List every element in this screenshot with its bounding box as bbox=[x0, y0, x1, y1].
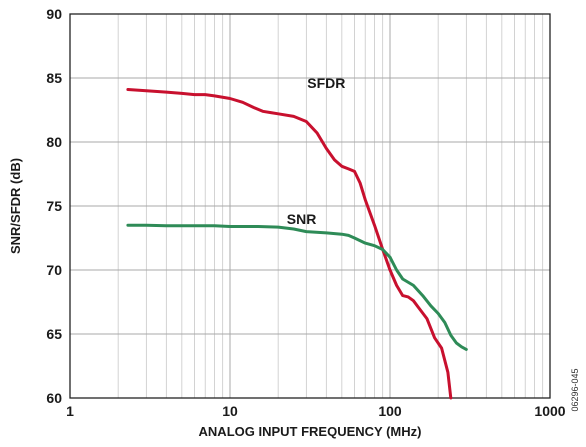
figure-id: 06296-045 bbox=[570, 368, 580, 411]
grid bbox=[69, 13, 551, 399]
x-tick-label: 10 bbox=[222, 403, 238, 419]
x-axis-label: ANALOG INPUT FREQUENCY (MHz) bbox=[199, 424, 422, 439]
annotation-layer: SFDR SNR bbox=[287, 75, 346, 227]
x-tick-label: 1000 bbox=[534, 403, 565, 419]
series-label-snr: SNR bbox=[287, 211, 317, 227]
y-axis: 60 65 70 75 80 85 90 bbox=[46, 6, 62, 406]
y-tick-label: 65 bbox=[46, 326, 62, 342]
y-axis-label: SNR/SFDR (dB) bbox=[8, 158, 23, 254]
y-tick-label: 75 bbox=[46, 198, 62, 214]
y-tick-label: 80 bbox=[46, 134, 62, 150]
series-label-sfdr: SFDR bbox=[307, 75, 345, 91]
series-layer bbox=[126, 88, 468, 400]
x-tick-label: 1 bbox=[66, 403, 74, 419]
y-tick-label: 85 bbox=[46, 70, 62, 86]
y-tick-label: 70 bbox=[46, 262, 62, 278]
x-tick-label: 100 bbox=[378, 403, 402, 419]
plot-frame bbox=[69, 13, 551, 399]
y-tick-label: 60 bbox=[46, 390, 62, 406]
series-line-sfdr bbox=[126, 88, 453, 400]
x-axis: 1 10 100 1000 bbox=[66, 403, 566, 419]
y-tick-label: 90 bbox=[46, 6, 62, 22]
series-line-snr bbox=[126, 223, 468, 351]
